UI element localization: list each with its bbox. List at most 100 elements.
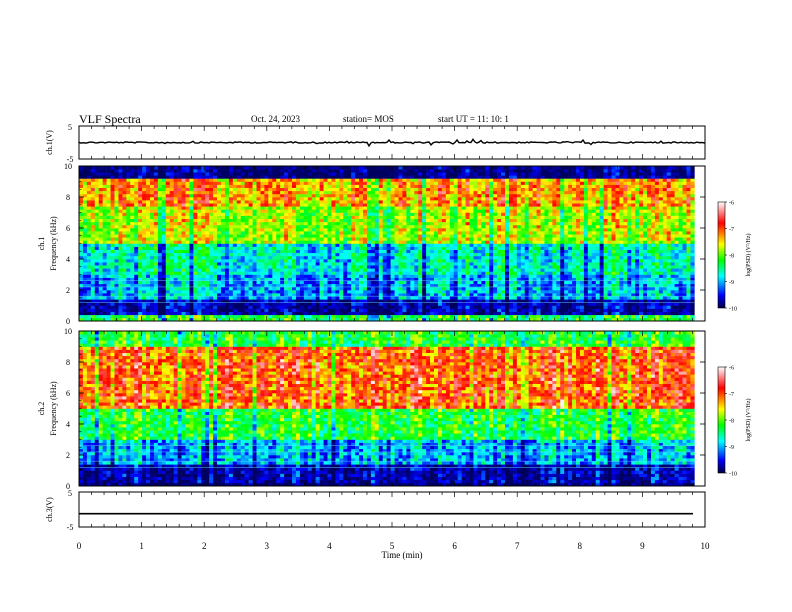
spectrogram-cell [406,296,411,300]
spectrogram-cell [359,172,364,176]
spectrogram-cell [134,200,139,204]
spectrogram-cell [363,178,368,182]
spectrogram-cell [441,187,447,192]
spectrogram-cell [382,262,387,266]
spectrogram-cell [311,252,316,257]
spectrogram-cell [299,305,305,309]
spectrogram-cell [370,224,376,229]
spectrogram-cell [434,224,439,229]
spectrogram-cell [161,209,167,213]
spectrogram-cell [248,187,253,192]
spectrogram-cell [181,262,186,266]
spectrogram-cell [343,243,348,247]
spectrogram-cell [173,246,178,250]
spectrogram-cell [138,231,143,235]
spectrogram-cell [315,231,320,235]
spectrogram-cell [102,215,107,219]
spectrogram-cell [150,240,155,244]
spectrogram-cell [453,283,458,288]
spectrogram-cell [307,228,313,232]
spectrogram-cell [153,314,159,319]
spectrogram-cell [126,169,131,173]
spectrogram-cell [244,262,249,266]
spectrogram-cell [441,218,447,223]
spectrogram-cell [382,203,387,207]
spectrogram-cell [335,212,340,216]
spectrogram-cell [335,311,340,316]
spectrogram-cell [213,187,218,192]
spectrogram-cell [189,249,194,254]
spectrogram-cell [248,246,253,250]
spectrogram-cell [236,268,242,272]
spectrogram-cell [430,246,435,250]
spectrogram-cell [343,193,348,198]
spectrogram-cell [461,212,466,216]
spectrogram-cell [453,190,458,195]
spectrogram-cell [201,221,206,226]
spectrogram-cell [118,178,123,182]
spectrogram-cell [146,209,151,213]
spectrogram-cell [86,317,92,322]
spectrogram-cell [449,311,455,316]
spectrogram-cell [414,305,419,309]
spectrogram-cell [130,255,135,260]
spectrogram-cell [181,246,186,250]
spectrogram-cell [382,206,387,210]
spectrogram-cell [390,228,395,232]
spectrogram-cell [272,193,277,198]
spectrogram-cell [398,243,403,247]
spectrogram-cell [426,200,431,204]
spectrogram-cell [110,314,115,319]
spectrogram-cell [260,215,265,219]
spectrogram-cell [449,314,455,319]
spectrogram-cell [315,221,320,226]
spectrogram-cell [331,314,336,319]
spectrogram-cell [217,218,222,223]
spectrogram-cell [114,175,119,179]
spectrogram-cell [217,181,222,185]
spectrogram-cell [370,197,376,201]
spectrogram-cell [260,193,265,198]
spectrogram-cell [228,311,234,316]
spectrogram-cell [138,200,143,204]
spectrogram-cell [256,234,261,238]
spectrogram-cell [347,175,352,179]
spectrogram-cell [165,249,171,254]
spectrogram-cell [150,209,155,213]
spectrogram-cell [378,311,384,316]
spectrogram-cell [414,215,419,219]
spectrogram-cell [295,175,301,179]
spectrogram-cell [292,231,297,235]
spectrogram-cell [134,234,139,238]
spectrogram-cell [181,169,186,173]
spectrogram-cell [426,178,431,182]
spectrogram-cell [319,317,324,322]
spectrogram-cell [284,234,289,238]
spectrogram-cell [98,209,103,213]
spectrogram-cell [363,296,368,300]
spectrogram-cell [394,274,399,278]
spectrogram-cell [268,172,273,176]
spectrogram-cell [414,218,419,223]
spectrogram-cell [351,243,356,247]
spectrogram-cell [138,221,143,226]
spectrogram-cell [406,181,411,185]
spectrogram-cell [351,283,356,288]
spectrogram-cell [323,172,328,176]
spectrogram-cell [323,190,328,195]
spectrogram-cell [335,197,340,201]
spectrogram-cell [394,290,399,294]
spectrogram-cell [303,206,309,210]
spectrogram-cell [370,209,376,213]
spectrogram-cell [437,311,443,316]
spectrogram-cell [256,228,261,232]
spectrogram-cell [173,308,178,312]
spectrogram-cell [228,172,234,176]
spectrogram-cell [118,218,123,223]
spectrogram-cell [228,175,234,179]
spectrogram-cell [173,228,178,232]
spectrogram-cell [276,262,281,266]
spectrogram-cell [363,184,368,188]
spectrogram-cell [146,308,151,312]
spectrogram-cell [173,252,178,257]
